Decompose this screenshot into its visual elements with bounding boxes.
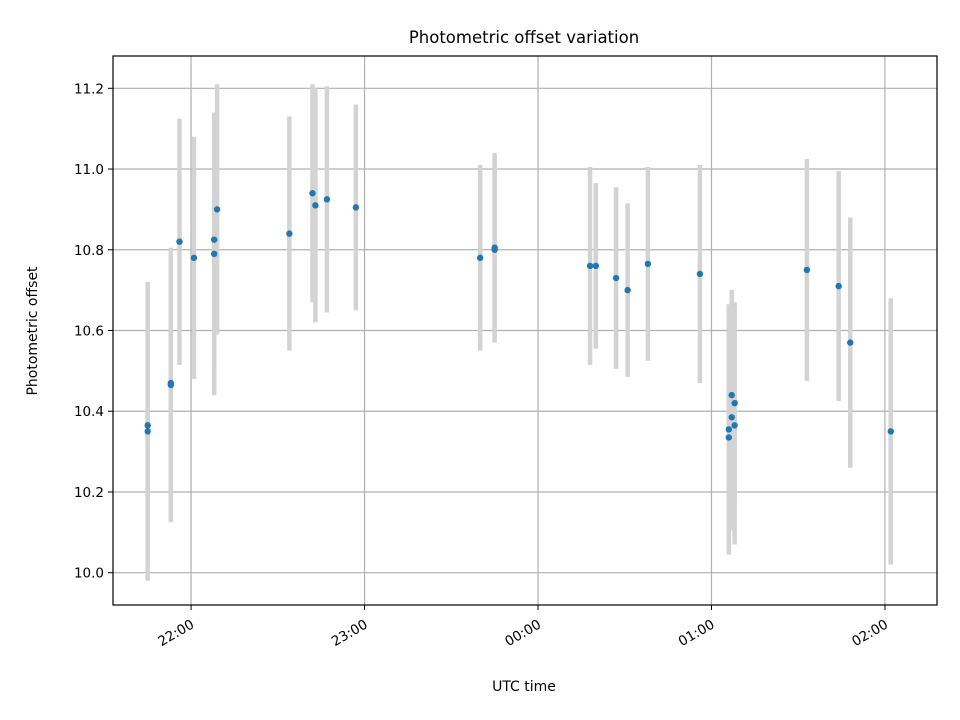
data-point [309,190,316,197]
data-point [167,379,175,387]
data-point [612,274,620,282]
data-point [696,270,704,278]
data-point [803,266,811,274]
data-point [210,250,218,258]
data-point [144,422,151,429]
data-point [624,286,631,294]
data-point [725,434,733,441]
data-point [190,254,198,262]
data-point [176,238,183,245]
y-tick-label: 11.0 [74,162,104,178]
data-point [352,204,360,211]
data-point [144,428,151,435]
y-tick-label: 11.2 [74,81,104,97]
data-point [835,282,842,290]
data-point [210,236,218,243]
data-point [728,391,735,399]
y-tick-label: 10.8 [74,243,104,259]
data-point [731,399,738,407]
data-point [213,206,221,213]
data-point [491,246,498,253]
data-point [728,414,735,421]
data-point [725,426,733,433]
chart-title: Photometric offset variation [409,28,639,47]
data-point [286,230,293,237]
y-tick-label: 10.2 [74,485,104,501]
y-tick-label: 10.6 [74,324,104,340]
data-point [847,339,854,346]
data-points [144,190,894,441]
data-point [592,262,600,270]
data-point [644,260,652,268]
y-tick-label: 10.0 [74,566,104,582]
data-point [323,196,331,203]
y-axis-label: Photometric offset [25,266,41,396]
data-point [731,422,738,429]
x-axis-label: UTC time [492,679,556,695]
y-tick-label: 10.4 [74,404,104,420]
data-point [586,262,594,270]
data-point [887,428,894,435]
data-point [476,254,484,262]
grid-lines [113,56,937,605]
data-point [312,202,319,209]
